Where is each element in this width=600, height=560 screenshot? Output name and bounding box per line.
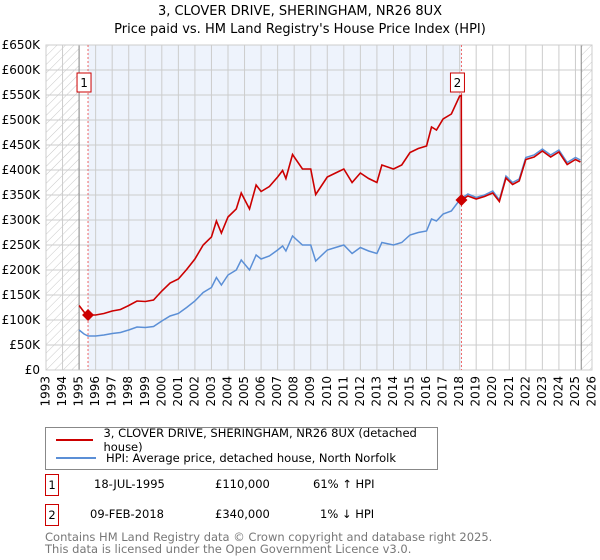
legend-item-hpi: HPI: Average price, detached house, Nort… [56,449,396,467]
price-line [78,94,581,316]
sale-marker: 2 [45,504,59,526]
sale-point [455,194,468,206]
sale-date: 18-JUL-1995 [94,477,165,491]
chart-title: 3, CLOVER DRIVE, SHERINGHAM, NR26 8UX [157,4,443,19]
sale-price: £110,000 [215,477,270,491]
footer-copyright: Contains HM Land Registry data © Crown c… [45,530,493,544]
x-tick-label: 2017 [436,376,450,407]
x-tick-label: 2024 [551,376,565,407]
y-tick-label: £550K [2,88,42,102]
x-tick-label: 2026 [585,376,599,407]
x-tick-label: 2005 [237,376,251,407]
y-tick-label: £350K [2,188,42,202]
y-tick-label: £200K [2,263,42,277]
x-tick-label: 2010 [320,376,334,407]
x-tick-label: 2009 [303,376,317,407]
y-tick-label: £300K [2,213,42,227]
x-tick-label: 2022 [518,376,532,407]
x-tick-label: 1999 [138,376,152,407]
sale-marker-box [449,72,465,93]
x-tick-label: 2000 [154,376,168,407]
x-tick-label: 2016 [419,376,433,407]
sale-marker-label: 1 [80,76,88,90]
no-data-hatch-right [581,45,592,370]
y-tick-label: £500K [2,113,42,127]
x-tick-label: 2023 [535,376,549,407]
price-chart: 1993 1994 1995 1996 1997 1998 1999 2000 2001 2002… [2,38,599,407]
x-tick-label: 1993 [39,376,53,407]
sale-date: 09-FEB-2018 [90,507,164,521]
y-tick-label: £250K [2,238,42,252]
x-tick-label: 2008 [287,376,301,407]
sale-marker: 1 [45,474,59,496]
x-tick-label: 1998 [121,376,135,407]
x-tick-label: 2002 [187,376,201,407]
x-tick-label: 2012 [353,376,367,407]
x-tick-label: 2019 [469,376,483,407]
chart-subtitle: Price paid vs. HM Land Registry's House … [114,22,486,37]
x-tick-label: 2013 [369,376,383,407]
x-tick-label: 1994 [55,376,69,407]
sale-period-shade [88,45,462,370]
y-tick-label: £150K [2,288,42,302]
x-tick-label: 2007 [270,376,284,407]
y-tick-label: £0 [25,363,40,377]
x-tick-label: 2025 [568,376,582,407]
x-tick-label: 2015 [403,376,417,407]
y-tick-label: £50K [9,338,41,352]
x-tick-label: 2004 [221,376,235,407]
x-tick-label: 1997 [105,376,119,407]
hpi-line [78,148,581,337]
legend-label: 3, CLOVER DRIVE, SHERINGHAM, NR26 8UX (d… [103,426,417,454]
x-tick-label: 2006 [254,376,268,407]
x-tick-label: 1996 [88,376,102,407]
footer-licence: This data is licensed under the Open Gov… [45,542,412,556]
y-tick-label: £650K [2,38,42,52]
y-tick-label: £400K [2,163,42,177]
legend-label: HPI: Average price, detached house, Nort… [106,451,397,465]
sale-marker-box [76,72,92,93]
x-tick-label: 2003 [204,376,218,407]
x-tick-label: 2021 [502,376,516,407]
x-tick-label: 2020 [485,376,499,407]
sale-hpi: 1% ↓ HPI [320,507,375,521]
sale-point [82,309,95,321]
y-tick-label: £600K [2,63,42,77]
y-tick-label: £100K [2,313,42,327]
legend-item-property: 3, CLOVER DRIVE, SHERINGHAM, NR26 8UX (d… [56,426,437,454]
plot-frame [45,44,593,371]
legend: 3, CLOVER DRIVE, SHERINGHAM, NR26 8UX (d… [45,426,438,470]
sale-marker-label: 2 [454,76,462,90]
x-tick-label: 1995 [72,376,86,407]
y-tick-label: £450K [2,138,42,152]
sale-hpi: 61% ↑ HPI [313,477,375,491]
x-tick-label: 2014 [386,376,400,407]
x-tick-label: 2018 [452,376,466,407]
x-tick-label: 2011 [336,376,350,407]
x-tick-label: 2001 [171,376,185,407]
sale-price: £340,000 [215,507,270,521]
